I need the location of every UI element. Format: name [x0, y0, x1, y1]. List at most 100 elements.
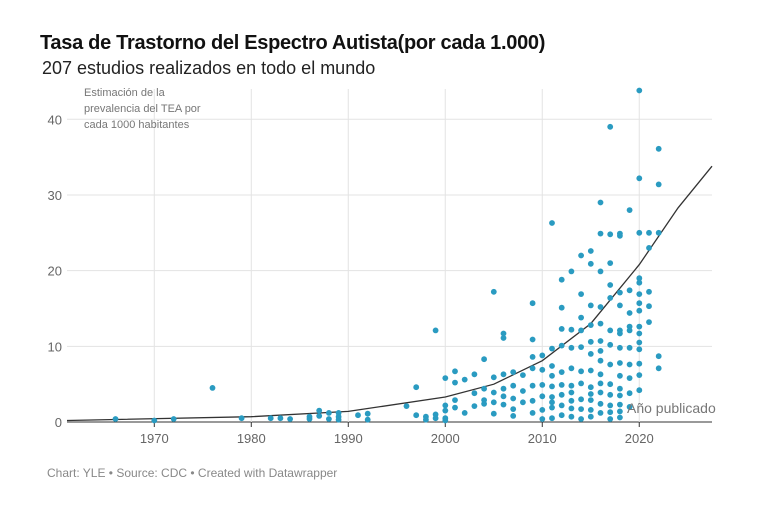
data-point	[655, 229, 662, 236]
data-point	[490, 374, 497, 381]
data-point	[539, 393, 546, 400]
data-point	[626, 310, 633, 316]
data-point	[529, 410, 536, 416]
data-point	[617, 392, 623, 399]
data-point	[568, 382, 575, 389]
data-point	[112, 416, 119, 422]
data-point	[452, 379, 458, 386]
y-axis-label-line: prevalencia del TEA por	[84, 103, 201, 115]
data-point	[520, 372, 526, 378]
data-point	[481, 400, 487, 407]
data-point	[636, 300, 643, 307]
y-axis-label: Estimación de la prevalencia del TEA por c…	[84, 87, 201, 131]
data-point	[587, 413, 594, 420]
data-point	[549, 415, 555, 422]
data-point	[587, 338, 594, 345]
data-point	[607, 341, 614, 348]
data-point	[529, 354, 536, 360]
data-point	[510, 406, 517, 412]
data-point	[558, 276, 565, 283]
data-point	[481, 385, 487, 392]
data-point	[636, 346, 643, 353]
data-point	[636, 387, 643, 394]
data-point	[364, 416, 371, 423]
data-point	[607, 295, 614, 301]
data-point	[617, 414, 623, 421]
data-point	[578, 252, 584, 259]
data-point	[500, 401, 507, 408]
data-point	[568, 365, 575, 372]
data-point	[597, 410, 604, 416]
data-point	[413, 384, 420, 391]
data-point	[510, 369, 517, 375]
data-point	[432, 327, 439, 334]
data-point	[549, 383, 555, 390]
data-point	[452, 397, 458, 403]
y-tick-label: 20	[48, 264, 62, 279]
x-tick-label: 2000	[431, 431, 460, 446]
data-point	[490, 389, 497, 396]
data-point	[549, 399, 555, 406]
labels-layer: 0 10 20 30 40 1970 1980 1990 2000 2010 2020 Estimac…	[48, 87, 716, 446]
data-point	[626, 207, 633, 214]
data-point	[587, 397, 594, 403]
data-point	[578, 314, 584, 321]
data-point	[549, 220, 555, 226]
data-point	[170, 416, 177, 422]
data-point	[597, 357, 604, 364]
data-point	[403, 403, 410, 409]
data-point	[529, 397, 536, 404]
data-point	[646, 303, 652, 310]
data-point	[607, 282, 614, 288]
data-point	[655, 181, 662, 188]
data-point	[597, 380, 604, 387]
data-point	[558, 391, 565, 398]
data-point	[607, 327, 614, 334]
data-point	[626, 327, 633, 334]
data-point	[558, 402, 565, 409]
data-point	[636, 330, 643, 337]
data-point	[578, 368, 584, 375]
data-point	[558, 304, 565, 311]
x-axis-label: Año publicado	[627, 400, 716, 416]
x-tick-label: 2020	[625, 431, 654, 446]
y-axis-label-line: cada 1000 habitantes	[84, 119, 190, 131]
data-point	[549, 345, 555, 352]
data-point	[636, 307, 643, 314]
data-point	[442, 375, 449, 381]
trend-layer	[66, 165, 713, 422]
data-point	[636, 372, 643, 378]
data-point	[626, 404, 633, 410]
data-point	[626, 375, 633, 381]
data-point	[617, 289, 623, 296]
data-point	[423, 416, 429, 423]
data-point	[646, 245, 652, 251]
data-point	[432, 415, 439, 422]
data-point	[617, 385, 623, 392]
data-point	[578, 344, 584, 350]
data-point	[597, 371, 604, 378]
data-point	[471, 403, 478, 409]
data-point	[558, 412, 565, 419]
data-point	[587, 322, 594, 328]
chart-title: Tasa de Trastorno del Espectro Autista(p…	[40, 32, 546, 54]
data-point	[490, 288, 497, 295]
data-point	[578, 406, 584, 412]
data-point	[277, 415, 284, 422]
data-point	[587, 248, 594, 254]
data-point	[578, 380, 584, 387]
data-point	[326, 416, 332, 422]
data-point	[568, 268, 575, 275]
data-point	[636, 229, 643, 236]
data-point	[607, 416, 614, 422]
data-point	[626, 390, 633, 397]
data-point	[568, 413, 575, 420]
data-point	[539, 382, 546, 388]
data-point	[587, 367, 594, 374]
data-point	[442, 402, 449, 409]
data-point	[510, 382, 517, 389]
data-point	[646, 229, 652, 236]
data-point	[587, 391, 594, 397]
data-point	[558, 369, 565, 375]
